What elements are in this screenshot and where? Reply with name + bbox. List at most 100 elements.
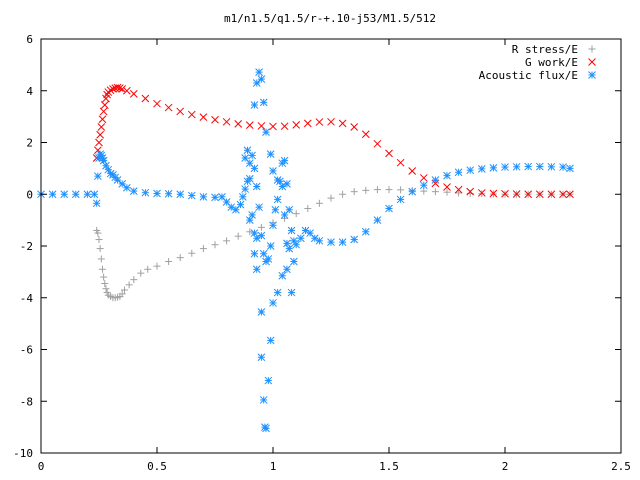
data-point (199, 192, 208, 201)
data-point (396, 158, 405, 167)
data-point (199, 113, 208, 121)
data-point (96, 245, 104, 253)
data-point (431, 176, 440, 184)
series-2 (37, 68, 574, 433)
data-point (420, 187, 428, 195)
data-point (296, 234, 305, 243)
data-point (99, 107, 108, 116)
data-point (266, 242, 275, 250)
data-point (122, 183, 131, 192)
data-point (113, 176, 122, 184)
chart-title: m1/n1.5/q1.5/r-+.10-j53/M1.5/512 (224, 12, 436, 25)
data-point (176, 190, 185, 199)
y-tick-label: 4 (26, 85, 33, 98)
data-point (223, 237, 231, 245)
data-point (327, 117, 335, 126)
data-point (250, 164, 259, 173)
data-point (489, 189, 498, 198)
data-point (211, 193, 219, 202)
data-point (273, 195, 282, 204)
data-point (266, 150, 275, 158)
data-point (408, 167, 417, 175)
data-point (373, 216, 382, 224)
x-tick-label: 0.5 (147, 460, 167, 473)
data-point (129, 187, 138, 195)
data-point (338, 119, 347, 128)
data-point (125, 281, 133, 289)
data-point (255, 203, 263, 212)
data-point (269, 221, 277, 230)
data-point (396, 195, 405, 204)
data-point (118, 180, 127, 188)
x-tick-label: 0 (38, 460, 45, 473)
data-point (362, 186, 370, 194)
x-tick-label: 1.5 (379, 460, 399, 473)
data-point (559, 190, 567, 199)
y-tick-label: -2 (20, 240, 33, 253)
data-point (264, 376, 273, 385)
data-point (113, 83, 122, 92)
data-point (292, 240, 301, 249)
data-point (385, 186, 393, 194)
data-point (350, 123, 359, 131)
data-point (501, 163, 509, 171)
data-point (234, 232, 242, 240)
data-point (350, 188, 358, 196)
data-point (129, 90, 138, 98)
data-point (431, 188, 439, 196)
data-point (141, 188, 150, 197)
data-point (315, 199, 323, 207)
data-point (94, 229, 102, 237)
data-point (466, 166, 475, 175)
data-point (165, 258, 173, 266)
data-point (280, 122, 289, 131)
data-point (327, 238, 335, 246)
data-point (373, 186, 381, 194)
data-point (373, 139, 382, 148)
legend-label: G work/E (525, 56, 578, 69)
data-point (257, 353, 266, 362)
data-point (153, 262, 161, 270)
y-tick-label: 2 (26, 137, 33, 150)
data-point (100, 273, 108, 281)
data-point (245, 174, 254, 183)
data-point (144, 265, 152, 273)
data-point (262, 128, 270, 137)
legend-label: R stress/E (512, 43, 578, 56)
data-point (95, 236, 103, 244)
data-point (501, 189, 509, 198)
data-point (419, 181, 428, 190)
data-point (535, 162, 544, 171)
data-point (259, 98, 268, 107)
y-tick-label: -10 (13, 447, 33, 460)
data-point (101, 280, 109, 288)
data-point (547, 162, 556, 171)
data-point (489, 164, 498, 172)
data-point (290, 257, 298, 266)
data-point (243, 146, 252, 155)
data-point (259, 396, 268, 404)
data-point (71, 190, 80, 199)
data-point (83, 190, 92, 199)
data-point (338, 238, 347, 246)
data-point (361, 130, 370, 139)
data-point (397, 186, 405, 194)
data-point (419, 174, 428, 182)
data-point (232, 205, 240, 214)
data-point (287, 226, 296, 235)
data-point (287, 288, 296, 297)
data-point (96, 130, 105, 139)
data-point (187, 110, 196, 119)
series-1 (92, 83, 574, 199)
data-point (245, 216, 254, 224)
data-point (524, 162, 533, 171)
data-point (285, 244, 294, 253)
legend-marker (588, 58, 596, 66)
data-point (339, 190, 347, 198)
data-point (234, 120, 243, 128)
data-point (141, 94, 150, 103)
data-point (455, 189, 463, 197)
data-point (350, 235, 359, 244)
data-point (153, 189, 161, 198)
